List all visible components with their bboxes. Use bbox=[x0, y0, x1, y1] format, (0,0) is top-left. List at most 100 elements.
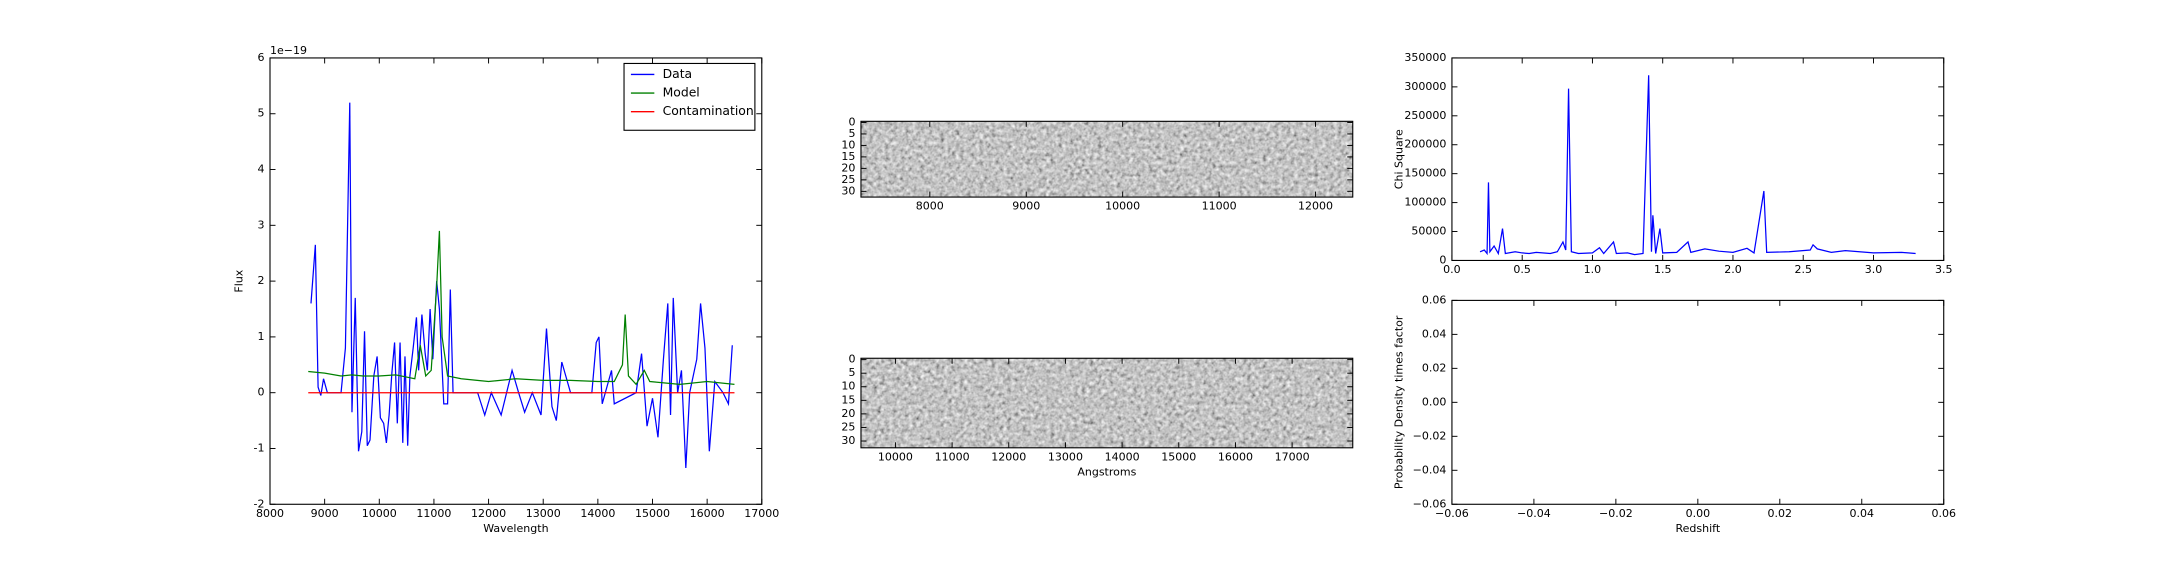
x-axis-label: Redshift bbox=[1675, 522, 1720, 535]
y-tick-label: 10 bbox=[841, 138, 855, 151]
x-axis-label: Wavelength bbox=[483, 522, 548, 535]
x-tick-label: 12000 bbox=[991, 450, 1026, 463]
legend-label: Data bbox=[663, 66, 693, 81]
x-tick-label: 10000 bbox=[362, 507, 397, 520]
y-tick-label: 3 bbox=[257, 218, 264, 231]
y-tick-label: 15 bbox=[841, 393, 855, 406]
y-tick-label: 350000 bbox=[1404, 51, 1446, 64]
x-tick-label: 8000 bbox=[256, 507, 284, 520]
y-tick-label: 0.00 bbox=[1422, 395, 1447, 408]
y-axis-label: Flux bbox=[233, 269, 246, 292]
y-tick-label: 6 bbox=[257, 51, 264, 64]
legend-label: Model bbox=[663, 85, 700, 100]
x-tick-label: 13000 bbox=[526, 507, 561, 520]
x-tick-label: 1.0 bbox=[1584, 263, 1602, 276]
axes: 8000 9000 10000 11000 12000 13000 14000 15000 16… bbox=[233, 44, 780, 535]
y-tick-label: 30 bbox=[841, 434, 855, 447]
x-tick-label: 0.00 bbox=[1686, 507, 1711, 520]
x-tick-label: 17000 bbox=[1275, 450, 1310, 463]
y-tick-label: 0 bbox=[257, 386, 264, 399]
x-tick-label: 0.06 bbox=[1931, 507, 1956, 520]
y-tick-label: -1 bbox=[254, 441, 265, 454]
x-tick-label: 14000 bbox=[580, 507, 615, 520]
x-tick-label: 2.0 bbox=[1724, 263, 1742, 276]
y-tick-label: −0.04 bbox=[1413, 463, 1447, 476]
x-tick-label: 15000 bbox=[635, 507, 670, 520]
x-tick-label: −0.04 bbox=[1517, 507, 1551, 520]
x-tick-label: −0.02 bbox=[1599, 507, 1633, 520]
y-tick-label: 300000 bbox=[1404, 80, 1446, 93]
x-tick-label: 9000 bbox=[1012, 200, 1040, 213]
x-tick-label: 11000 bbox=[416, 507, 451, 520]
series-line bbox=[308, 230, 735, 386]
x-tick-label: 3.0 bbox=[1865, 263, 1883, 276]
x-tick-label: 9000 bbox=[311, 507, 339, 520]
x-tick-label: 10000 bbox=[878, 450, 913, 463]
y-tick-label: 250000 bbox=[1404, 109, 1446, 122]
axes-frame bbox=[860, 357, 1354, 449]
x-tick-label: 0.5 bbox=[1513, 263, 1531, 276]
spectrum-image bbox=[860, 358, 1353, 448]
x-tick-label: 0.04 bbox=[1849, 507, 1874, 520]
y-tick-label: 0.02 bbox=[1422, 361, 1447, 374]
offset-label: 1e−19 bbox=[270, 44, 307, 57]
y-tick-label: 100000 bbox=[1404, 196, 1446, 209]
x-tick-label: 17000 bbox=[744, 507, 779, 520]
y-tick-label: 4 bbox=[257, 163, 264, 176]
y-tick-label: 0 bbox=[1439, 253, 1446, 266]
y-tick-label: 150000 bbox=[1404, 167, 1446, 180]
axes-frame bbox=[860, 120, 1354, 198]
x-tick-label: 16000 bbox=[1218, 450, 1253, 463]
axes: −0.06 −0.04 −0.02 0.00 0.02 0.04 0.06 −0.06 −0.0… bbox=[1393, 293, 1956, 535]
series-line bbox=[310, 102, 733, 469]
x-tick-label: 15000 bbox=[1161, 450, 1196, 463]
y-axis-label: Probability Density times factor bbox=[1393, 315, 1406, 489]
x-tick-label: 2.5 bbox=[1794, 263, 1812, 276]
x-tick-label: 12000 bbox=[471, 507, 506, 520]
x-tick-label: 0.02 bbox=[1768, 507, 1793, 520]
x-axis-label: Angstroms bbox=[1077, 466, 1136, 479]
x-tick-label: 11000 bbox=[935, 450, 970, 463]
axes-frame bbox=[1451, 57, 1945, 261]
y-axis-label: Chi Square bbox=[1393, 129, 1406, 189]
y-tick-label: 20 bbox=[841, 407, 855, 420]
x-tick-label: 0.0 bbox=[1443, 263, 1461, 276]
y-tick-label: 200000 bbox=[1404, 138, 1446, 151]
y-tick-label: 0.06 bbox=[1422, 293, 1447, 306]
x-tick-label: −0.06 bbox=[1435, 507, 1469, 520]
legend-label: Contamination bbox=[663, 103, 754, 118]
x-tick-label: 13000 bbox=[1048, 450, 1083, 463]
series-line bbox=[1479, 75, 1916, 256]
y-tick-label: 10 bbox=[841, 380, 855, 393]
x-tick-label: 1.5 bbox=[1654, 263, 1672, 276]
y-tick-label: 0.04 bbox=[1422, 327, 1447, 340]
y-tick-label: 30 bbox=[841, 184, 855, 197]
axes-frame bbox=[1451, 299, 1945, 505]
y-tick-label: 25 bbox=[841, 420, 855, 433]
y-tick-label: −0.02 bbox=[1413, 429, 1447, 442]
x-tick-label: 11000 bbox=[1202, 200, 1237, 213]
y-tick-label: 0 bbox=[848, 353, 855, 366]
axes: 0.0 0.5 1.0 1.5 2.0 2.5 3.0 3.5 0 50000 100000 1500… bbox=[1393, 51, 1953, 276]
y-tick-label: -2 bbox=[254, 497, 265, 510]
y-tick-label: 50000 bbox=[1411, 225, 1446, 238]
x-tick-label: 8000 bbox=[916, 200, 944, 213]
y-tick-label: 5 bbox=[257, 107, 264, 120]
x-tick-label: 14000 bbox=[1105, 450, 1140, 463]
spectrum-image bbox=[860, 121, 1353, 198]
x-tick-label: 10000 bbox=[1105, 200, 1140, 213]
x-tick-label: 12000 bbox=[1298, 200, 1333, 213]
x-tick-label: 16000 bbox=[690, 507, 725, 520]
y-tick-label: 25 bbox=[841, 173, 855, 186]
axes: 10000 11000 12000 13000 14000 15000 16000 17000… bbox=[841, 353, 1354, 479]
y-tick-label: 2 bbox=[257, 274, 264, 287]
y-tick-label: 5 bbox=[848, 366, 855, 379]
y-tick-label: −0.06 bbox=[1413, 497, 1447, 510]
y-tick-label: 5 bbox=[848, 127, 855, 140]
x-tick-label: 3.5 bbox=[1935, 263, 1953, 276]
y-tick-label: 0 bbox=[848, 115, 855, 128]
y-tick-label: 1 bbox=[257, 330, 264, 343]
